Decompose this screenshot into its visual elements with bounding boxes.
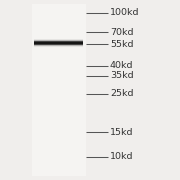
Text: 100kd: 100kd bbox=[110, 8, 139, 17]
Bar bbox=[34, 42, 83, 43]
Text: 15kd: 15kd bbox=[110, 128, 133, 137]
Bar bbox=[34, 41, 83, 42]
Bar bbox=[34, 40, 83, 41]
Text: 10kd: 10kd bbox=[110, 152, 133, 161]
Bar bbox=[34, 46, 83, 47]
Text: 35kd: 35kd bbox=[110, 71, 133, 80]
Text: 55kd: 55kd bbox=[110, 40, 133, 49]
Bar bbox=[34, 43, 83, 44]
Bar bbox=[34, 47, 83, 48]
Bar bbox=[34, 39, 83, 40]
Bar bbox=[34, 45, 83, 46]
Bar bbox=[34, 47, 83, 48]
Bar bbox=[32, 4, 86, 176]
Bar bbox=[34, 41, 83, 42]
Bar bbox=[34, 44, 83, 45]
Text: 40kd: 40kd bbox=[110, 61, 133, 70]
Bar bbox=[34, 43, 83, 44]
Bar bbox=[34, 44, 83, 45]
Bar bbox=[34, 40, 83, 41]
Bar bbox=[34, 45, 83, 46]
Text: 70kd: 70kd bbox=[110, 28, 133, 37]
Text: 25kd: 25kd bbox=[110, 89, 133, 98]
Bar bbox=[34, 46, 83, 47]
Bar bbox=[34, 39, 83, 40]
Bar bbox=[34, 42, 83, 43]
